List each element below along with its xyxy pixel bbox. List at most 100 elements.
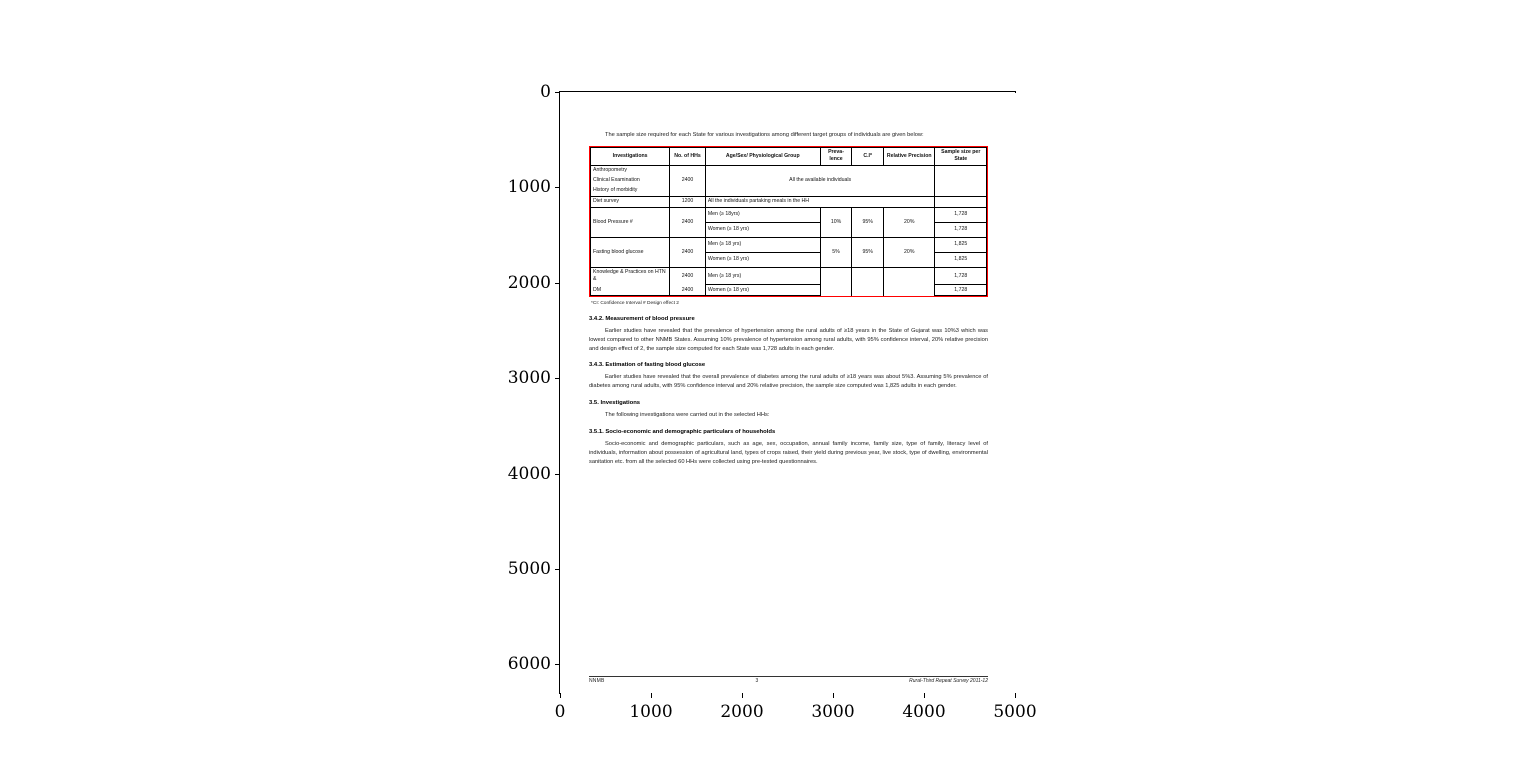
col-header-sample-size: Sample size per State <box>934 146 987 166</box>
cell-prevalence: 5% <box>819 236 853 268</box>
y-tick-label: 2000 <box>507 272 551 293</box>
cell-sample-size: 1,728 <box>934 266 987 286</box>
table-row: Anthropometry All the available individu… <box>589 164 987 197</box>
section-body-35: The following investigations were carrie… <box>605 412 770 419</box>
cell-sample-size <box>934 195 987 208</box>
x-tick-mark <box>651 693 652 698</box>
cell-group: All the individuals partaking meals in t… <box>704 195 936 208</box>
table-row: Blood Pressure # 2400 Men (≥ 18yrs) 10% … <box>589 206 987 238</box>
x-tick-label: 1000 <box>629 702 673 722</box>
x-tick-label: 4000 <box>902 702 946 722</box>
y-tick-mark <box>555 282 560 284</box>
cell-investigation: Blood Pressure # <box>589 206 671 238</box>
section-body-351: Socio-economic and demographic particula… <box>589 440 988 465</box>
x-tick-mark <box>1015 693 1016 698</box>
cell-precision: 20% <box>883 236 936 268</box>
y-tick-mark <box>555 92 560 93</box>
cell-sample-size: 1,825 <box>934 251 987 268</box>
x-tick-mark <box>924 693 925 698</box>
col-header-precision: Relative Precision <box>883 146 936 166</box>
cell-investigation: DM <box>589 284 671 297</box>
cell-group-merged: All the available individuals <box>704 164 936 197</box>
cell-investigation: Diet survey <box>589 195 671 208</box>
cell-hhs <box>669 164 706 176</box>
cell-group: Women (≥ 18 yrs) <box>704 251 821 268</box>
col-header-group: Age/Sex/ Physiological Group <box>704 146 821 166</box>
cell-sample-size: 1,728 <box>934 284 987 297</box>
y-tick-label: 5000 <box>507 558 551 579</box>
sample-size-table-container: Investigations No. of HHs Age/Sex/ Physi… <box>589 145 988 298</box>
cell-group: Women (≥ 18 yrs) <box>704 221 821 238</box>
cell-sample-size: 1,728 <box>934 221 987 238</box>
cell-precision <box>883 266 936 296</box>
footer-right: Rural-Third Repeat Survey 2011-12 <box>909 678 988 685</box>
table-row: DM 2400 Women (≥ 18 yrs) 1,728 <box>589 284 987 297</box>
x-tick-label: 3000 <box>811 702 855 722</box>
section-heading-35: 3.5. Investigations <box>589 400 641 407</box>
cell-ci: 95% <box>851 236 885 268</box>
sample-size-table: Investigations No. of HHs Age/Sex/ Physi… <box>589 146 987 297</box>
section-body-343: Earlier studies have revealed that the o… <box>589 374 988 390</box>
y-tick-label: 6000 <box>507 654 551 675</box>
cell-group: Men (≥ 18 yrs) <box>704 266 821 286</box>
y-tick-mark <box>555 568 560 570</box>
document-page-image: The sample size required for each State … <box>561 93 1016 694</box>
cell-prevalence: 10% <box>819 206 853 238</box>
table-row: Clinical Examination 2400 <box>589 175 987 186</box>
cell-investigation: Knowledge & Practices on HTN & <box>589 266 671 285</box>
cell-hhs: 1200 <box>669 195 706 208</box>
cell-prevalence <box>819 266 853 296</box>
cell-hhs: 2400 <box>669 175 706 186</box>
col-header-hhs: No. of HHs <box>669 146 706 166</box>
x-tick-mark <box>742 693 743 698</box>
cell-ci: 95% <box>851 206 885 238</box>
y-tick-mark <box>555 473 560 475</box>
cell-hhs: 2400 <box>669 284 706 297</box>
cell-group: Women (≥ 18 yrs) <box>704 284 821 297</box>
cell-investigation: Anthropometry <box>589 164 671 176</box>
cell-investigation: Fasting blood glucose <box>589 236 671 268</box>
y-tick-mark <box>555 378 560 380</box>
page-footer: NNMB 3 Rural-Third Repeat Survey 2011-12 <box>589 675 988 686</box>
section-body-342: Earlier studies have revealed that the p… <box>589 327 988 352</box>
footer-page-number: 3 <box>755 678 759 685</box>
cell-hhs: 2400 <box>669 206 706 238</box>
cell-investigation: Clinical Examination <box>589 175 671 186</box>
col-header-ci: C.I* <box>851 146 885 166</box>
cell-group: Men (≥ 18yrs) <box>704 206 821 223</box>
y-tick-label: 1000 <box>507 177 551 198</box>
cell-hhs <box>669 185 706 197</box>
x-tick-mark <box>560 693 561 698</box>
cell-sample-size: 1,728 <box>934 206 987 223</box>
section-heading-343: 3.4.3. Estimation of fasting blood gluco… <box>589 362 706 369</box>
table-row: Diet survey 1200 All the individuals par… <box>589 195 987 208</box>
document-page: The sample size required for each State … <box>561 93 1016 694</box>
x-tick-label: 5000 <box>993 702 1037 722</box>
table-footnote: *CI: Confidence Interval # Design effect… <box>591 301 679 307</box>
intro-paragraph: The sample size required for each State … <box>605 132 924 138</box>
cell-sample-size <box>934 164 987 197</box>
cell-hhs: 2400 <box>669 236 706 268</box>
table-row: Women (≥ 18 yrs) 1,825 <box>591 251 987 268</box>
y-tick-label: 3000 <box>507 368 551 389</box>
plot-axes: The sample size required for each State … <box>508 82 1037 722</box>
x-tick-mark <box>833 693 834 698</box>
cell-hhs: 2400 <box>669 266 706 285</box>
y-tick-label: 0 <box>540 82 551 102</box>
cell-sample-size: 1,825 <box>934 236 987 253</box>
section-heading-351: 3.5.1. Socio-economic and demographic pa… <box>589 429 776 435</box>
table-row: Knowledge & Practices on HTN & 2400 Men … <box>589 266 987 296</box>
cell-group: Men (≥ 18 yrs) <box>704 236 821 253</box>
cell-precision: 20% <box>883 206 936 238</box>
x-tick-label: 0 <box>554 702 566 722</box>
y-tick-label: 4000 <box>507 463 551 484</box>
col-header-prevalence: Preva- lence <box>819 146 853 166</box>
x-tick-label: 2000 <box>720 702 764 722</box>
cell-ci <box>851 266 885 296</box>
cell-investigation: History of morbidity <box>589 185 671 197</box>
col-header-investigations: Investigations <box>589 146 671 166</box>
table-row: Fasting blood glucose 2400 Men (≥ 18 yrs… <box>589 236 987 268</box>
y-tick-mark <box>555 187 560 189</box>
section-heading-342: 3.4.2. Measurement of blood pressure <box>589 315 695 322</box>
